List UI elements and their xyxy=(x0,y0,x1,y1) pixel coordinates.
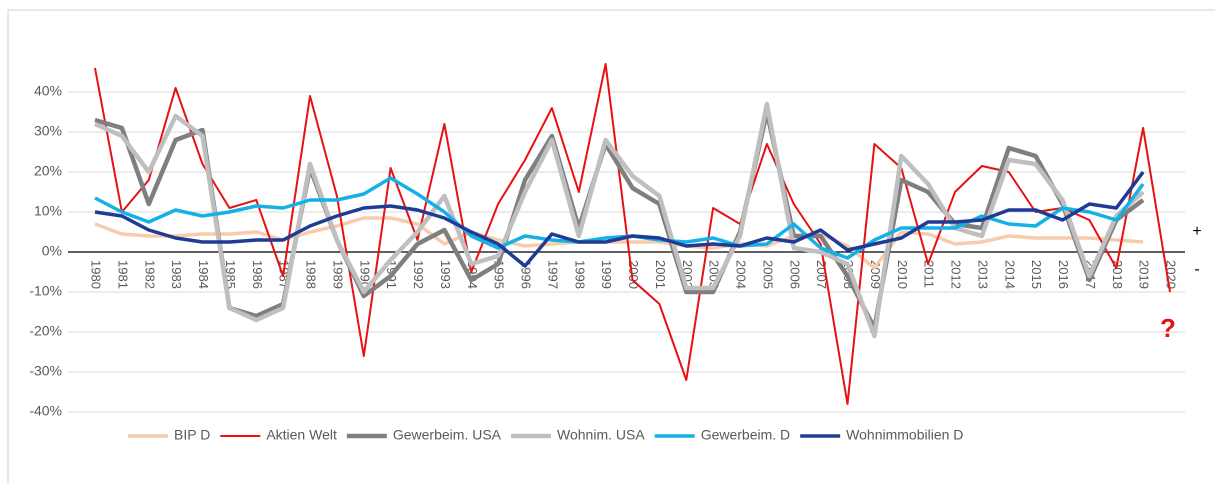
x-tick-label: 1990 xyxy=(357,260,372,289)
y-tick-label: 30% xyxy=(34,123,62,139)
x-tick-label: 1989 xyxy=(330,260,345,289)
y-tick-label: 0% xyxy=(42,243,62,259)
y-tick-label: 40% xyxy=(34,83,62,99)
y-tick-label: -30% xyxy=(29,363,62,379)
x-tick-label: 2005 xyxy=(760,260,775,289)
x-tick-label: 1997 xyxy=(545,260,560,289)
x-tick-label: 1988 xyxy=(304,260,319,289)
annotation-minus: - xyxy=(1194,261,1199,278)
x-tick-label: 2001 xyxy=(653,260,668,289)
x-tick-label: 2014 xyxy=(1002,260,1017,289)
y-tick-label: 10% xyxy=(34,203,62,219)
x-tick-label: 2004 xyxy=(734,260,749,289)
legend-label: Wohnim. USA xyxy=(557,427,645,443)
x-tick-label: 2016 xyxy=(1056,260,1071,289)
series-line xyxy=(94,170,1145,268)
x-tick-label: 2011 xyxy=(922,260,937,288)
y-tick-label: -40% xyxy=(29,403,62,419)
x-tick-label: 2013 xyxy=(975,260,990,289)
x-tick-label: 1986 xyxy=(250,260,265,289)
y-tick-label: 20% xyxy=(34,163,62,179)
x-tick-label: 1984 xyxy=(196,260,211,289)
x-tick-label: 2018 xyxy=(1110,260,1125,289)
x-tick-label: 1998 xyxy=(572,260,587,289)
annotation-plus: + xyxy=(1192,223,1201,240)
legend-label: Gewerbeim. USA xyxy=(393,427,502,443)
x-tick-label: 1980 xyxy=(89,260,104,289)
legend-label: Wohnimmobilien D xyxy=(846,427,963,443)
x-tick-label: 2006 xyxy=(787,260,802,289)
x-tick-label: 1983 xyxy=(169,260,184,289)
y-tick-label: -20% xyxy=(29,323,62,339)
legend-label: Aktien Welt xyxy=(266,427,337,443)
x-tick-label: 1999 xyxy=(599,260,614,289)
chart-frame xyxy=(7,9,1215,483)
series-line xyxy=(94,101,1145,339)
legend-label: Gewerbeim. D xyxy=(701,427,790,443)
x-tick-label: 1981 xyxy=(115,260,130,289)
annotation-question: ? xyxy=(1160,313,1176,343)
x-tick-label: 2010 xyxy=(895,260,910,289)
x-tick-label: 2019 xyxy=(1137,260,1152,289)
legend-label: BIP D xyxy=(174,427,210,443)
x-tick-label: 2015 xyxy=(1029,260,1044,289)
x-tick-label: 1994 xyxy=(465,260,480,289)
x-tick-label: 2000 xyxy=(626,260,641,289)
x-tick-label: 1982 xyxy=(142,260,157,289)
y-tick-label: -10% xyxy=(29,283,62,299)
x-tick-label: 1996 xyxy=(519,260,534,289)
x-tick-label: 2012 xyxy=(949,260,964,289)
series-line xyxy=(94,63,1171,405)
x-tick-label: 1993 xyxy=(438,260,453,289)
series-line xyxy=(94,109,1145,331)
x-tick-label: 1992 xyxy=(411,260,426,289)
